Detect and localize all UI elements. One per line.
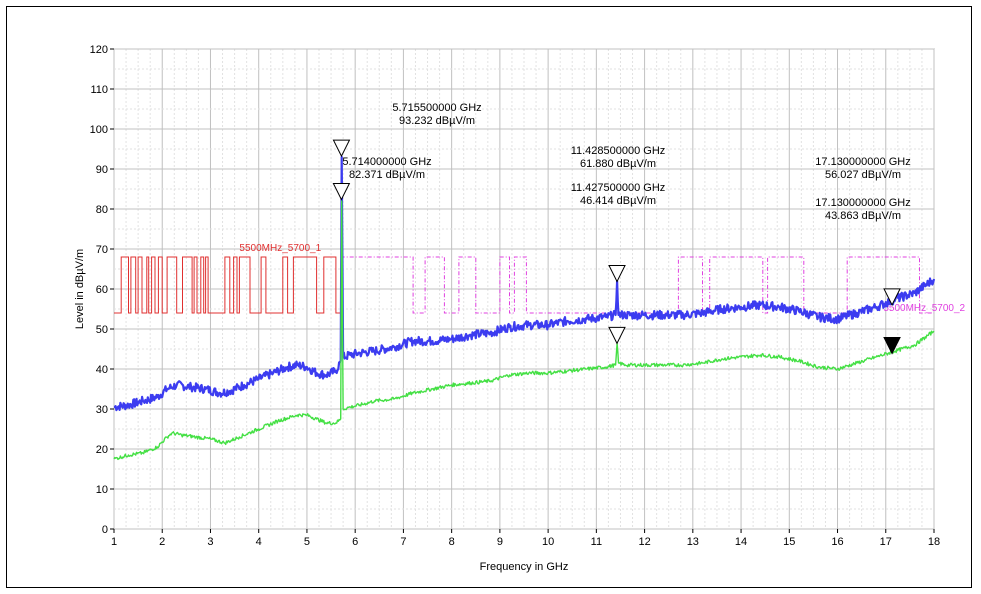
marker-level: 93.232 dBµV/m — [399, 115, 475, 127]
marker-2-icon — [332, 183, 351, 201]
x-tick-label: 9 — [497, 536, 503, 548]
x-tick-label: 13 — [687, 536, 699, 548]
marker-level: 82.371 dBµV/m — [349, 169, 425, 181]
x-tick-label: 14 — [735, 536, 747, 548]
y-tick-label: 40 — [96, 364, 108, 376]
marker-frequency: 11.428500000 GHz — [571, 145, 666, 157]
limit-lines: 5500MHz_5700_1 5500MHz_5700_2 — [114, 243, 966, 314]
marker-frequency: 5.715500000 GHz — [392, 102, 481, 114]
y-tick-label: 90 — [96, 164, 108, 176]
average-trace — [113, 200, 935, 461]
x-tick-label: 16 — [831, 536, 843, 548]
marker-3-icon — [608, 264, 626, 283]
x-axis-label: Frequency in GHz — [480, 561, 569, 573]
marker-frequency: 5.714000000 GHz — [342, 156, 431, 168]
marker-5-icon — [883, 288, 901, 307]
markers — [332, 139, 901, 355]
x-tick-label: 11 — [591, 536, 602, 548]
marker-6-icon — [883, 337, 901, 355]
limit-line-1-label: 5500MHz_5700_1 — [239, 243, 321, 254]
y-tick-label: 50 — [96, 324, 108, 336]
chart-frame: 1 2 3 4 5 6 7 8 9 10 11 12 13 14 15 16 17 18 0 10 20 30 40 50 6… — [6, 6, 972, 588]
marker-frequency: 17.130000000 GHz — [815, 156, 910, 168]
x-tick-label: 15 — [783, 536, 795, 548]
y-tick-label: 10 — [96, 484, 108, 496]
x-axis-ticks: 1 2 3 4 5 6 7 8 9 10 11 12 13 14 15 16 17 18 — [111, 529, 940, 548]
x-tick-label: 12 — [638, 536, 650, 548]
x-tick-label: 3 — [207, 536, 213, 548]
emission-chart: 1 2 3 4 5 6 7 8 9 10 11 12 13 14 15 16 17 18 010203040506… — [74, 44, 966, 573]
x-tick-label: 10 — [542, 536, 554, 548]
x-tick-label: 5 — [304, 536, 310, 548]
x-tick-label: 7 — [400, 536, 406, 548]
marker-1-icon — [332, 139, 351, 158]
y-axis-label: Level in dBµV/m — [74, 249, 86, 329]
y-tick-label: 0 — [102, 524, 108, 536]
x-tick-label: 18 — [928, 536, 940, 548]
marker-level: 43.863 dBµV/m — [825, 210, 901, 222]
limit-line-2 — [340, 256, 934, 314]
marker-level: 56.027 dBµV/m — [825, 169, 901, 181]
y-tick-label: 30 — [96, 404, 108, 416]
x-tick-label: 4 — [256, 536, 262, 548]
x-tick-label: 1 — [111, 536, 117, 548]
y-tick-label: 110 — [90, 84, 108, 96]
y-tick-label: 20 — [96, 444, 108, 456]
marker-4-icon — [608, 326, 626, 345]
peak-trace — [113, 155, 936, 412]
series-lines — [113, 155, 936, 461]
y-axis-ticks: 0 10 20 30 40 50 60 70 80 90 100 110 120 — [90, 44, 114, 536]
y-tick-label: 70 — [96, 244, 108, 256]
y-tick-label: 60 — [96, 284, 108, 296]
x-tick-label: 17 — [880, 536, 892, 548]
y-tick-label: 120 — [90, 44, 108, 56]
limit-line-1 — [114, 256, 341, 314]
marker-level: 46.414 dBµV/m — [580, 195, 656, 207]
x-tick-label: 8 — [449, 536, 455, 548]
marker-frequency: 17.130000000 GHz — [815, 197, 910, 209]
x-tick-label: 2 — [159, 536, 165, 548]
x-tick-label: 6 — [352, 536, 358, 548]
marker-level: 61.880 dBµV/m — [580, 158, 656, 170]
limit-line-2-label: 5500MHz_5700_2 — [883, 303, 965, 314]
marker-frequency: 11.427500000 GHz — [571, 182, 666, 194]
y-tick-label: 100 — [90, 124, 108, 136]
y-tick-label: 80 — [96, 204, 108, 216]
